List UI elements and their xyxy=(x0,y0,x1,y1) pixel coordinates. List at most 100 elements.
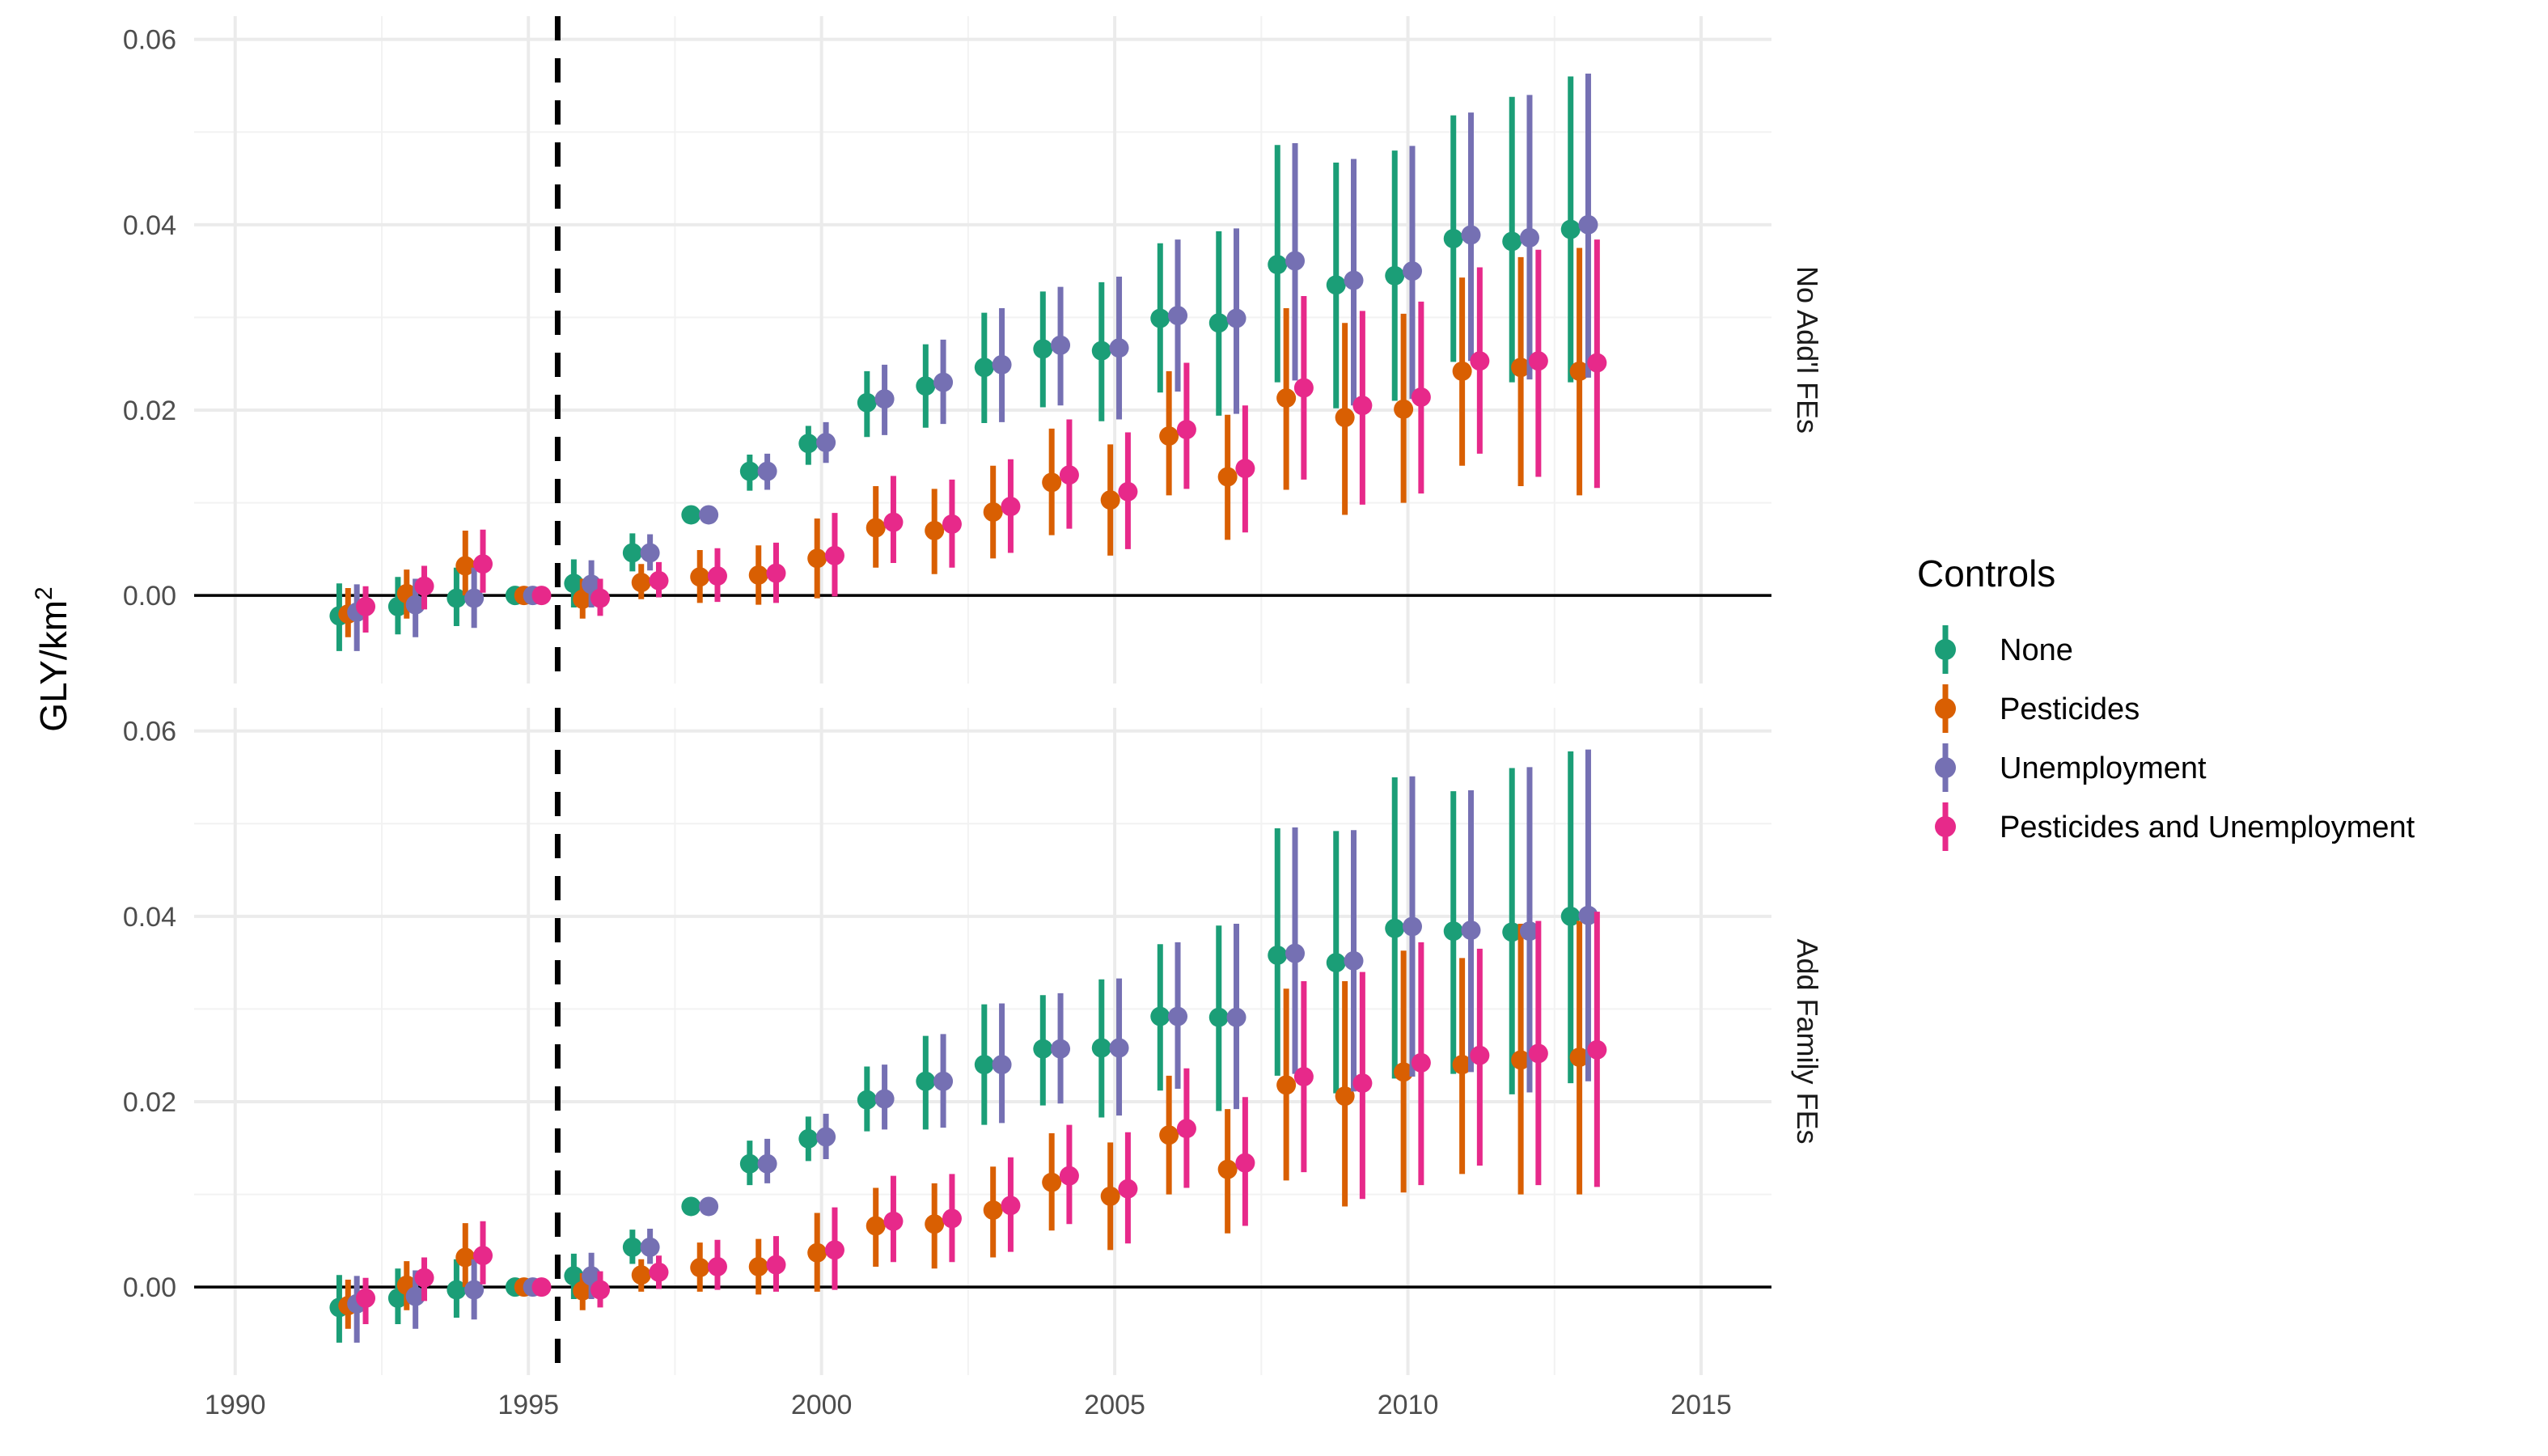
y-tick-label: 0.04 xyxy=(123,902,176,933)
point-estimate xyxy=(1402,916,1422,937)
y-axis-label-superscript: 2 xyxy=(31,586,57,600)
point-estimate xyxy=(857,1090,877,1110)
point-estimate xyxy=(447,1280,467,1300)
y-tick-label: 0.00 xyxy=(123,581,176,612)
point-estimate xyxy=(1276,1075,1297,1095)
point-estimate xyxy=(824,1240,844,1260)
legend-label: Pesticides xyxy=(2000,692,2140,726)
point-estimate xyxy=(1578,905,1598,925)
point-estimate xyxy=(983,1200,1003,1221)
point-estimate xyxy=(942,1208,962,1229)
point-estimate xyxy=(1176,420,1196,440)
point-estimate xyxy=(1326,953,1346,973)
point-estimate xyxy=(473,1246,493,1266)
point-estimate xyxy=(590,588,610,608)
point-estimate xyxy=(1569,1047,1589,1067)
point-estimate xyxy=(573,1280,593,1301)
point-estimate xyxy=(1385,265,1405,286)
point-estimate xyxy=(1042,1172,1062,1192)
point-estimate xyxy=(1051,335,1071,355)
point-estimate xyxy=(1033,339,1053,359)
point-estimate xyxy=(1385,918,1405,938)
point-estimate xyxy=(1519,921,1539,942)
point-estimate xyxy=(622,1237,642,1257)
y-tick-label: 0.06 xyxy=(123,25,176,56)
point-estimate xyxy=(1235,1153,1255,1173)
point-estimate xyxy=(1569,361,1589,381)
point-estimate xyxy=(1411,1052,1431,1073)
point-estimate xyxy=(631,1265,651,1285)
point-estimate xyxy=(748,565,768,585)
point-estimate xyxy=(414,1268,434,1288)
point-estimate xyxy=(690,567,710,587)
point-estimate xyxy=(1268,255,1288,275)
x-tick-label: 2010 xyxy=(1378,1390,1439,1420)
point-estimate xyxy=(1033,1039,1053,1059)
point-estimate xyxy=(757,461,777,481)
point-estimate xyxy=(1268,945,1288,965)
point-estimate xyxy=(1560,906,1581,926)
point-estimate xyxy=(883,512,904,532)
point-estimate xyxy=(1059,465,1079,485)
series-pesticides-and-unemployment xyxy=(356,912,1607,1324)
point-estimate xyxy=(464,588,485,608)
point-estimate xyxy=(1226,1007,1246,1027)
point-estimate xyxy=(748,1256,768,1276)
point-estimate xyxy=(798,434,819,454)
point-estimate xyxy=(622,543,642,563)
point-estimate xyxy=(916,1071,936,1091)
x-tick-label: 2015 xyxy=(1670,1390,1732,1420)
point-estimate xyxy=(464,1280,485,1300)
point-estimate xyxy=(573,589,593,609)
point-estimate xyxy=(356,596,376,616)
point-estimate xyxy=(1276,388,1297,408)
point-estimate xyxy=(1100,1186,1120,1206)
point-estimate xyxy=(1001,1196,1021,1216)
point-estimate xyxy=(1159,1125,1179,1145)
point-estimate xyxy=(1109,1038,1129,1058)
point-estimate xyxy=(739,461,760,481)
point-estimate xyxy=(992,1055,1012,1075)
point-estimate xyxy=(1352,396,1373,416)
point-estimate xyxy=(1100,490,1120,510)
point-estimate xyxy=(866,518,886,538)
y-axis-label: GLY/km xyxy=(32,600,74,732)
legend-entry: None xyxy=(1935,625,2073,674)
point-estimate xyxy=(1528,1043,1548,1064)
point-estimate xyxy=(414,576,434,596)
point-estimate xyxy=(1511,1050,1531,1070)
point-estimate xyxy=(699,505,719,525)
y-tick-label: 0.02 xyxy=(123,396,176,426)
facet-strip-label: Add Family FEs xyxy=(1791,938,1824,1144)
legend-entry: Pesticides and Unemployment xyxy=(1935,802,2415,851)
point-estimate xyxy=(1168,1006,1188,1026)
point-estimate xyxy=(1109,338,1129,358)
y-axis-title: GLY/km2 xyxy=(31,586,74,731)
point-estimate xyxy=(1394,1062,1414,1082)
point-estimate xyxy=(405,595,425,615)
point-estimate xyxy=(1528,351,1548,371)
x-tick-label: 2000 xyxy=(791,1390,853,1420)
y-tick-label: 0.02 xyxy=(123,1087,176,1118)
point-estimate xyxy=(1452,361,1472,381)
series-pesticides xyxy=(338,921,1589,1329)
point-estimate xyxy=(883,1211,904,1231)
point-estimate xyxy=(1217,1159,1238,1179)
point-estimate xyxy=(942,514,962,534)
point-estimate xyxy=(1293,1067,1314,1087)
point-estimate xyxy=(582,1266,602,1286)
point-estimate xyxy=(1470,1045,1490,1065)
point-estimate xyxy=(816,1127,836,1147)
point-estimate xyxy=(1293,378,1314,398)
legend-key-point xyxy=(1935,757,1956,778)
legend-label: None xyxy=(2000,633,2073,667)
point-estimate xyxy=(447,588,467,608)
point-estimate xyxy=(874,389,895,409)
point-estimate xyxy=(455,556,476,576)
point-estimate xyxy=(356,1288,376,1308)
point-estimate xyxy=(681,505,701,525)
series-none xyxy=(329,751,1581,1343)
point-estimate xyxy=(1344,270,1364,290)
legend-title: Controls xyxy=(1917,552,2055,595)
point-estimate xyxy=(925,1214,945,1234)
